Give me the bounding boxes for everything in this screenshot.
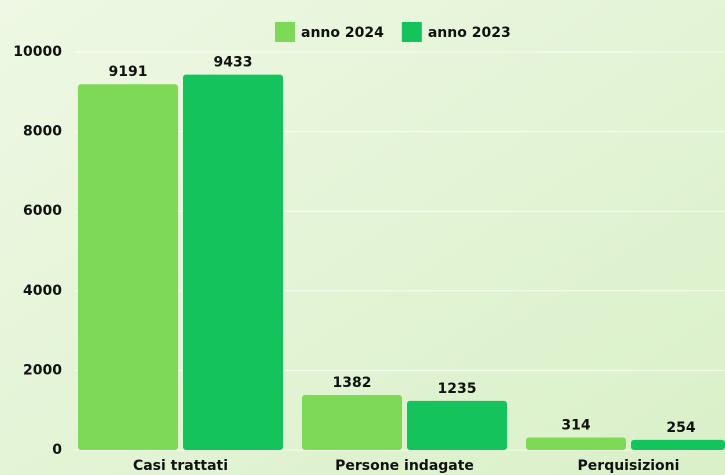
bar <box>183 74 283 451</box>
data-label: 314 <box>561 418 590 434</box>
y-tick-label: 10000 <box>13 44 62 60</box>
legend-swatch <box>401 22 422 42</box>
data-label: 9433 <box>214 55 253 71</box>
x-tick-label: Perquisizioni <box>578 458 680 474</box>
y-tick-label: 4000 <box>23 283 62 299</box>
x-tick-label: Persone indagate <box>335 458 474 474</box>
x-tick-label: Casi trattati <box>133 458 228 474</box>
y-tick-label: 6000 <box>23 203 62 219</box>
bar <box>78 84 178 451</box>
y-tick-label: 0 <box>52 442 62 458</box>
bar <box>302 394 402 450</box>
legend-swatch <box>275 22 295 42</box>
data-label: 1382 <box>333 375 372 391</box>
legend-label: anno 2023 <box>428 25 511 41</box>
y-tick-label: 8000 <box>23 124 62 140</box>
data-label: 1235 <box>438 381 477 397</box>
bar <box>631 439 725 450</box>
legend-label: anno 2024 <box>301 25 384 41</box>
bar <box>526 437 626 450</box>
data-label: 254 <box>666 420 695 436</box>
data-label: 9191 <box>109 64 148 80</box>
bar <box>407 400 507 450</box>
y-tick-label: 2000 <box>23 362 62 378</box>
